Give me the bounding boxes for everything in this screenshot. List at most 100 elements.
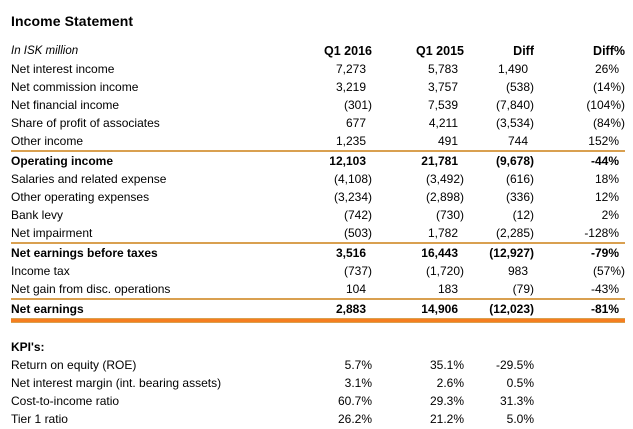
row-value: (79) [512, 282, 534, 296]
table-row: Net earnings before taxes 3,516 16,443 (12,… [11, 242, 625, 262]
row-value: 3,219 [335, 80, 366, 94]
kpi-heading: KPI's: [11, 340, 45, 354]
row-value [534, 392, 625, 410]
row-value: 5.0% [506, 412, 534, 426]
row-label: Salaries and related expense [11, 172, 167, 186]
table-row: Other operating expenses (3,234) (2,898) (3… [11, 188, 625, 206]
row-value: 60.7% [337, 394, 372, 408]
row-value: 29.3% [429, 394, 464, 408]
table-row: Cost-to-income ratio 60.7% 29.3% 31.3% [11, 392, 625, 410]
row-value: 35.1% [429, 358, 464, 372]
row-value: (4,108) [333, 172, 372, 186]
row-value: (12) [512, 208, 534, 222]
row-value: 14,906 [372, 298, 464, 318]
kpi-table: Return on equity (ROE) 5.7% 35.1% -29.5% Net… [11, 356, 625, 428]
row-value [534, 410, 625, 428]
row-value: 3,757 [427, 80, 458, 94]
row-value: (3,534) [495, 116, 534, 130]
row-value: 31.3% [499, 394, 534, 408]
row-value: 5.7% [344, 358, 372, 372]
row-value: (84%) [592, 116, 625, 130]
row-label: Net interest income [11, 62, 115, 76]
page-title: Income Statement [11, 13, 134, 29]
row-value: (742) [343, 208, 372, 222]
table-row: Net interest margin (int. bearing assets… [11, 374, 625, 392]
row-value: 1,235 [335, 134, 366, 148]
table-row: Net gain from disc. operations 104 183 (79)… [11, 280, 625, 299]
row-value: 16,443 [372, 242, 464, 262]
row-value: 677 [345, 116, 366, 130]
row-value: 26% [594, 62, 619, 76]
row-label: Net financial income [11, 98, 120, 112]
table-row: Other income 1,235 491 744 152% [11, 132, 625, 151]
row-value: (301) [343, 98, 372, 112]
column-header-q1-2015: Q1 2015 [416, 44, 464, 58]
row-value: 104 [345, 282, 366, 296]
table-row: Net earnings 2,883 14,906 (12,023) -81% [11, 298, 625, 318]
row-value: 18% [594, 172, 619, 186]
row-value: 3.1% [344, 376, 372, 390]
row-value: 3,516 [306, 242, 372, 262]
table-row: Operating income 12,103 21,781 (9,678) -44% [11, 150, 625, 170]
row-value: (12,023) [464, 298, 534, 318]
row-value: 1,782 [427, 226, 458, 240]
income-statement-table: In ISK million Q1 2016 Q1 2015 Diff Diff… [11, 42, 625, 318]
row-value: (7,840) [495, 98, 534, 112]
row-value: (9,678) [464, 150, 534, 170]
row-label: Net earnings before taxes [11, 242, 306, 262]
table-row: Income tax (737) (1,720) 983 (57%) [11, 262, 625, 280]
unit-label: In ISK million [11, 45, 79, 57]
row-value: 4,211 [428, 116, 458, 130]
row-value [534, 356, 625, 374]
table-row: Net impairment (503) 1,782 (2,285) -128% [11, 224, 625, 243]
kpi-section: KPI's: Return on equity (ROE) 5.7% 35.1% -2… [11, 338, 625, 428]
row-value: 2.6% [436, 376, 464, 390]
row-label: Net earnings [11, 298, 306, 318]
table-row: Tier 1 ratio 26.2% 21.2% 5.0% [11, 410, 625, 428]
row-value [534, 374, 625, 392]
row-value: 983 [507, 264, 528, 278]
row-value: 744 [507, 134, 528, 148]
table-row: Net commission income 3,219 3,757 (538) (14%… [11, 78, 625, 96]
column-header-q1-2016: Q1 2016 [324, 44, 372, 58]
row-value: (57%) [592, 264, 625, 278]
row-value: 7,539 [427, 98, 458, 112]
table-row: Return on equity (ROE) 5.7% 35.1% -29.5% [11, 356, 625, 374]
row-label: Cost-to-income ratio [11, 394, 120, 408]
table-row: Net financial income (301) 7,539 (7,840) (10… [11, 96, 625, 114]
row-value: (2,898) [425, 190, 464, 204]
table-row: Salaries and related expense (4,108) (3,49… [11, 170, 625, 188]
row-value: (538) [505, 80, 534, 94]
row-value: 12% [594, 190, 619, 204]
row-label: Share of profit of associates [11, 116, 160, 130]
row-label: Other income [11, 134, 84, 148]
row-value: 5,783 [427, 62, 458, 76]
row-value: 12,103 [306, 150, 372, 170]
table-bottom-double-line [11, 318, 625, 323]
row-value: (2,285) [495, 226, 534, 240]
row-label: Tier 1 ratio [11, 412, 68, 426]
table-row: Net interest income 7,273 5,783 1,490 26% [11, 60, 625, 78]
row-label: Other operating expenses [11, 190, 150, 204]
row-label: Income tax [11, 264, 70, 278]
row-value: (3,234) [333, 190, 372, 204]
row-value: 2,883 [306, 298, 372, 318]
row-label: Net gain from disc. operations [11, 282, 171, 296]
row-value: 7,273 [335, 62, 366, 76]
row-value: -81% [534, 298, 625, 318]
row-value: -79% [534, 242, 625, 262]
row-value: (12,927) [464, 242, 534, 262]
row-value: (104%) [586, 98, 625, 112]
column-header-diff: Diff [513, 44, 534, 58]
row-value: (3,492) [425, 172, 464, 186]
table-row: Bank levy (742) (730) (12) 2% [11, 206, 625, 224]
row-value: 26.2% [337, 412, 372, 426]
row-value: 183 [437, 282, 458, 296]
row-value: 491 [437, 134, 458, 148]
column-header-diff-pct: Diff% [593, 44, 625, 58]
row-value: (730) [435, 208, 464, 222]
table-row: Share of profit of associates 677 4,211 (3,… [11, 114, 625, 132]
row-value: (1,720) [425, 264, 464, 278]
row-value: (737) [343, 264, 372, 278]
